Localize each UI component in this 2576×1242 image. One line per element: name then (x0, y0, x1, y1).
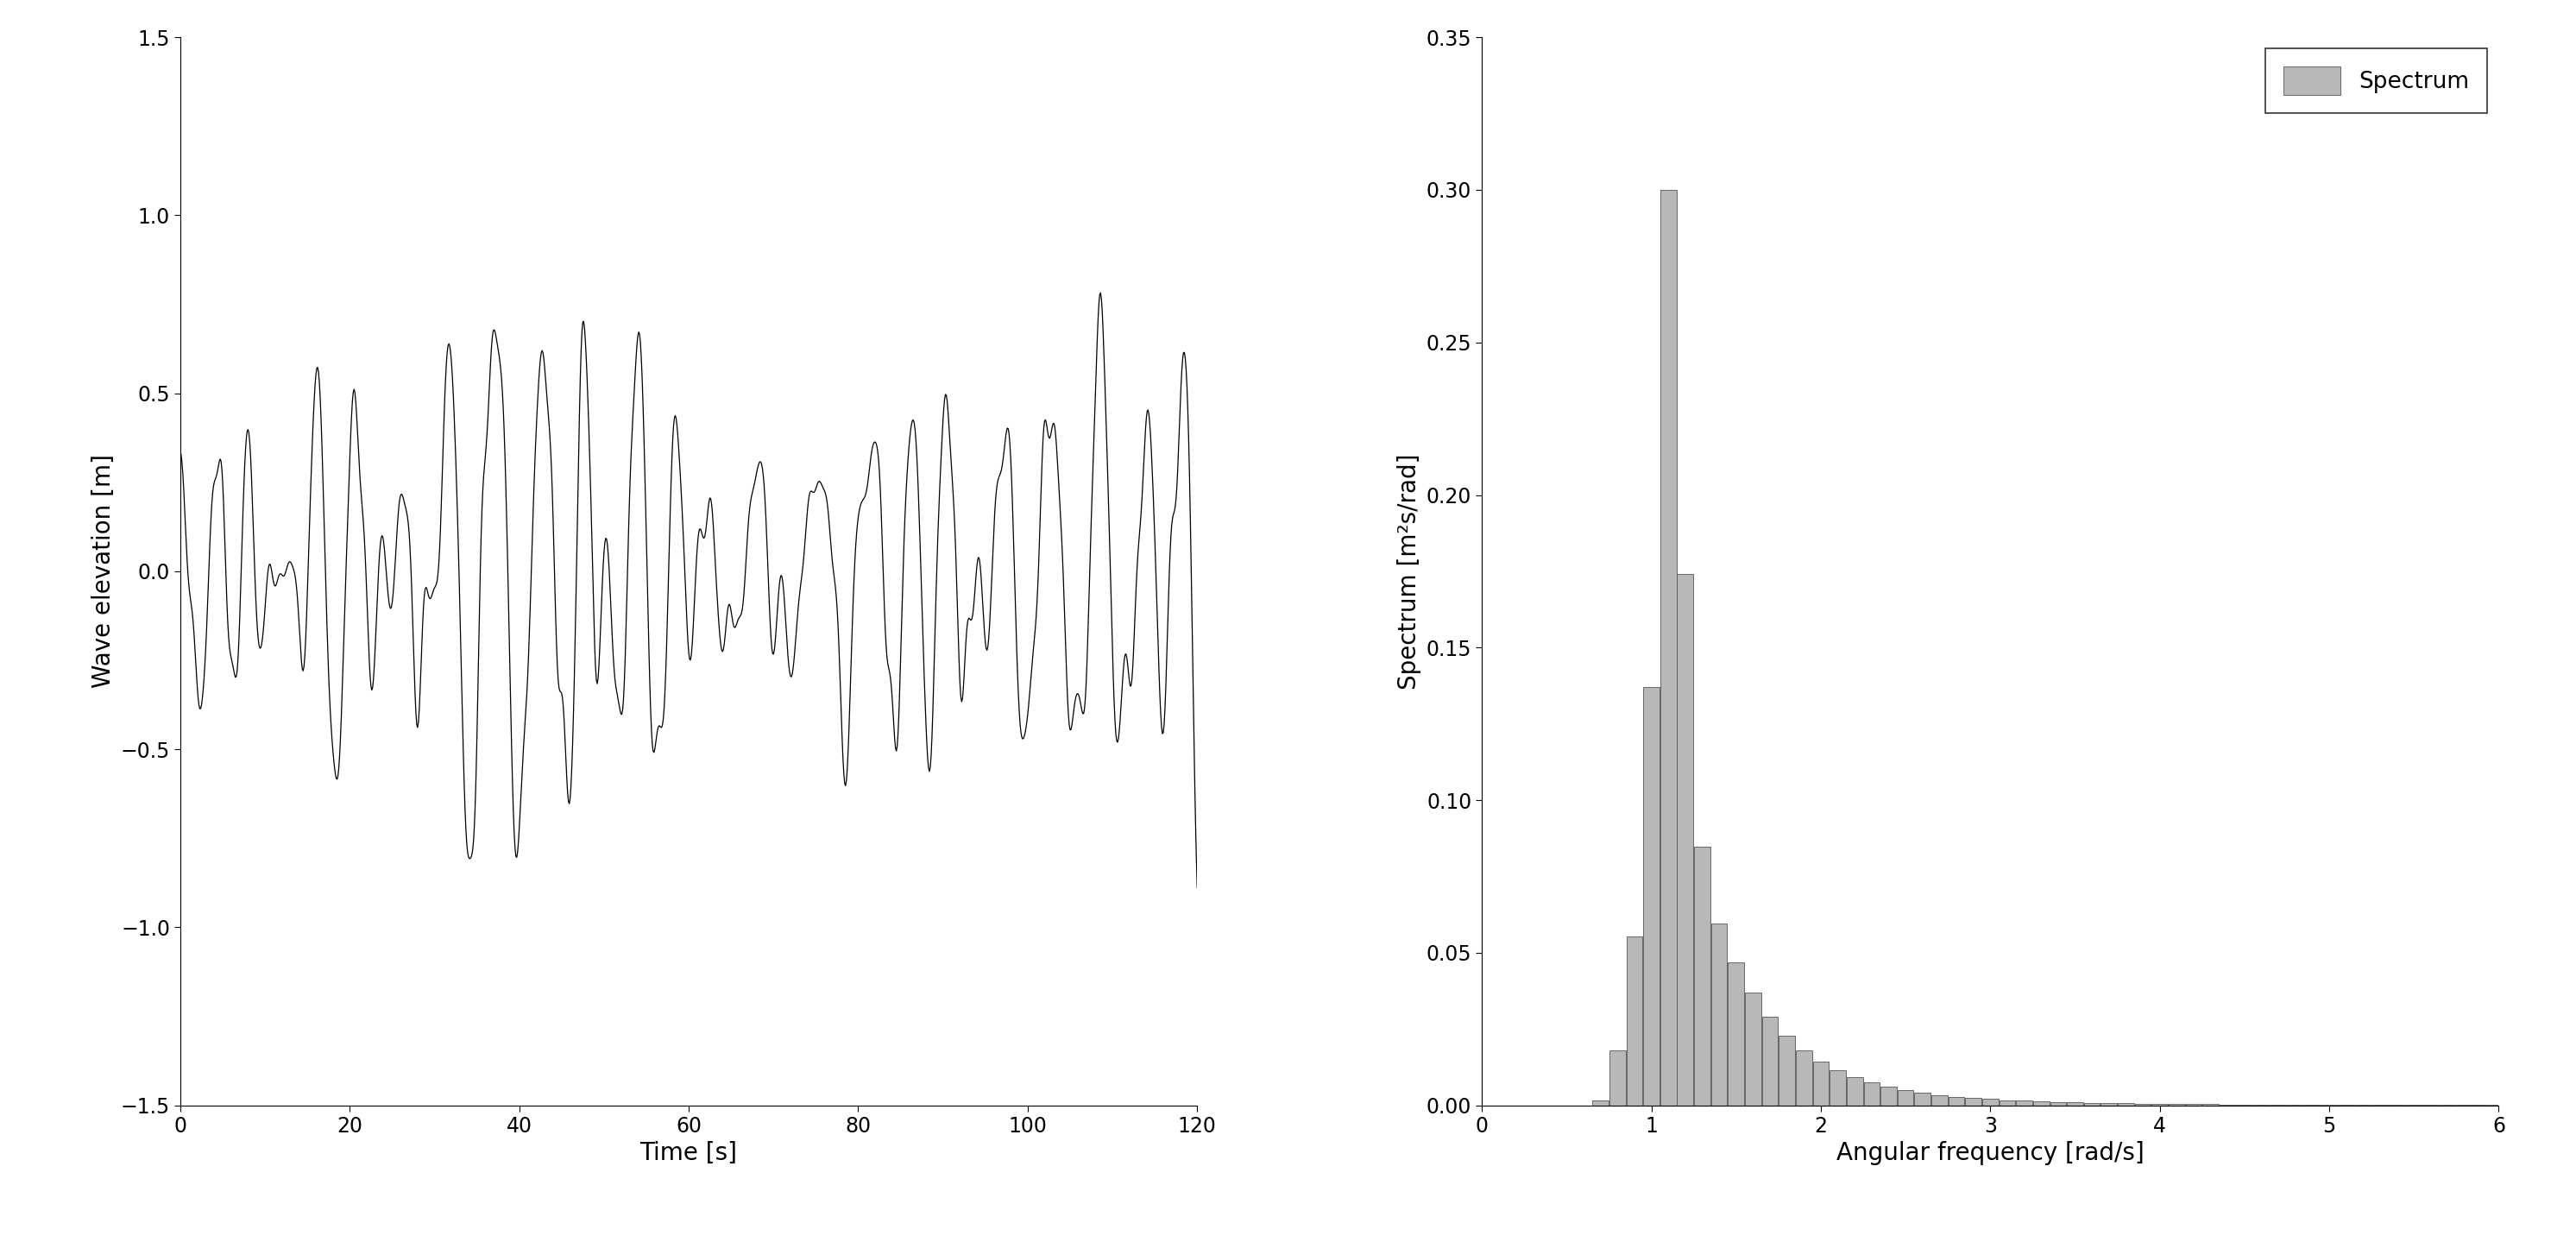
Bar (1677, 574, 1692, 1105)
Bar (1914, 1093, 1929, 1105)
Bar (1610, 1051, 1625, 1105)
Y-axis label: Spectrum [m²s/rad]: Spectrum [m²s/rad] (1396, 453, 1422, 689)
Bar (1795, 1051, 1811, 1105)
Bar (1932, 1095, 1947, 1105)
Bar (1880, 1087, 1896, 1105)
Bar (1780, 1036, 1795, 1105)
Bar (1965, 1098, 1981, 1105)
X-axis label: Angular frequency [rad/s]: Angular frequency [rad/s] (1837, 1141, 2143, 1165)
Bar (1947, 1097, 1965, 1105)
Bar (1662, 190, 1677, 1105)
Bar (2017, 1100, 2032, 1105)
Bar (1728, 963, 1744, 1105)
Bar (1695, 847, 1710, 1105)
Bar (1814, 1062, 1829, 1105)
Bar (2050, 1102, 2066, 1105)
Bar (2169, 1104, 2184, 1105)
X-axis label: Time [s]: Time [s] (639, 1141, 737, 1165)
Bar (1999, 1100, 2014, 1105)
Y-axis label: Wave elevation [m]: Wave elevation [m] (93, 455, 116, 688)
Legend: Spectrum: Spectrum (2264, 48, 2488, 113)
Bar (1862, 1083, 1880, 1105)
Bar (1829, 1071, 1847, 1105)
Bar (1643, 687, 1659, 1105)
Bar (2151, 1104, 2169, 1105)
Bar (2084, 1103, 2099, 1105)
Bar (2136, 1104, 2151, 1105)
Bar (1984, 1099, 1999, 1105)
Bar (1592, 1100, 1607, 1105)
Bar (2117, 1103, 2133, 1105)
Bar (2102, 1103, 2117, 1105)
Bar (2066, 1103, 2084, 1105)
Bar (2032, 1102, 2048, 1105)
Bar (1762, 1017, 1777, 1105)
Bar (1744, 992, 1762, 1105)
Bar (1710, 923, 1726, 1105)
Bar (1625, 936, 1643, 1105)
Bar (1847, 1077, 1862, 1105)
Bar (1899, 1090, 1914, 1105)
